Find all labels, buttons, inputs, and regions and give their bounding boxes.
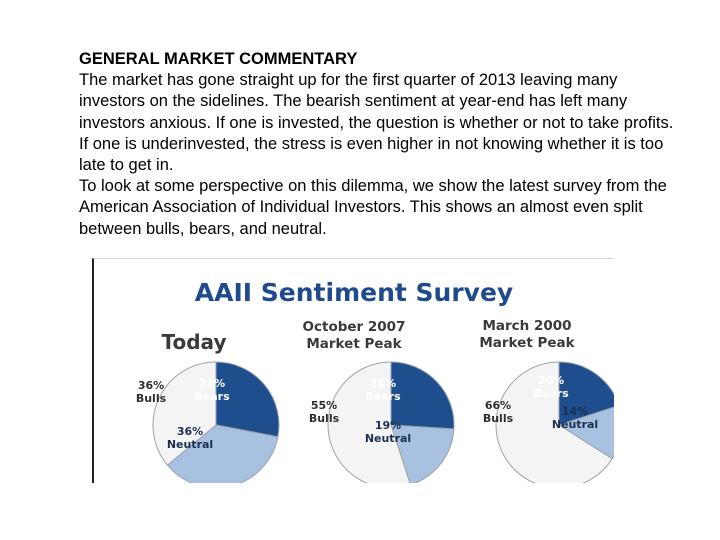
pie-slice-bulls — [327, 361, 411, 483]
slice-label-bulls: 66% Bulls — [483, 399, 514, 425]
slice-label-bulls: 55% Bulls — [309, 399, 340, 425]
slice-label-bears: 28% Bears — [194, 377, 230, 403]
slice-label-bulls: 36% Bulls — [136, 379, 167, 405]
commentary-block: GENERAL MARKET COMMENTARY The market has… — [79, 49, 679, 240]
pie-title-3: Market Peak — [479, 335, 575, 351]
slice-label-neutral: 19% Neutral — [365, 419, 411, 445]
pie-title-3: March 2000 — [482, 318, 571, 334]
pie-slice-bears — [558, 361, 614, 426]
pie-slice-neutral — [557, 406, 614, 460]
pie-title-2: October 2007 — [303, 319, 406, 335]
slice-label-neutral: 36% Neutral — [167, 425, 213, 451]
pie-title-2: Market Peak — [306, 336, 402, 352]
pie-slice-neutral — [166, 424, 279, 483]
slice-label-bears: 26% Bears — [365, 377, 401, 403]
slice-label-neutral: 14% Neutral — [552, 405, 598, 431]
pie-slice-bears — [390, 361, 455, 430]
pie-slice-bulls — [152, 361, 217, 466]
chart-canvas: AAII Sentiment Survey Today 28% Bears 36% Neu… — [136, 278, 614, 483]
commentary-heading: GENERAL MARKET COMMENTARY — [79, 50, 358, 68]
pie-slice-bears — [215, 361, 280, 438]
commentary-paragraph-2: To look at some perspective on this dile… — [79, 177, 667, 238]
pie-title-1: Today — [162, 330, 227, 354]
sentiment-survey-chart: AAII Sentiment Survey Today 28% Bears 36% Neu… — [92, 258, 614, 483]
commentary-paragraph-1: The market has gone straight up for the … — [79, 71, 674, 175]
chart-title: AAII Sentiment Survey — [195, 278, 513, 307]
pie-slice-neutral — [390, 424, 455, 483]
pie-slice-bulls — [495, 361, 613, 483]
slice-label-bears: 20% Bears — [533, 374, 569, 400]
